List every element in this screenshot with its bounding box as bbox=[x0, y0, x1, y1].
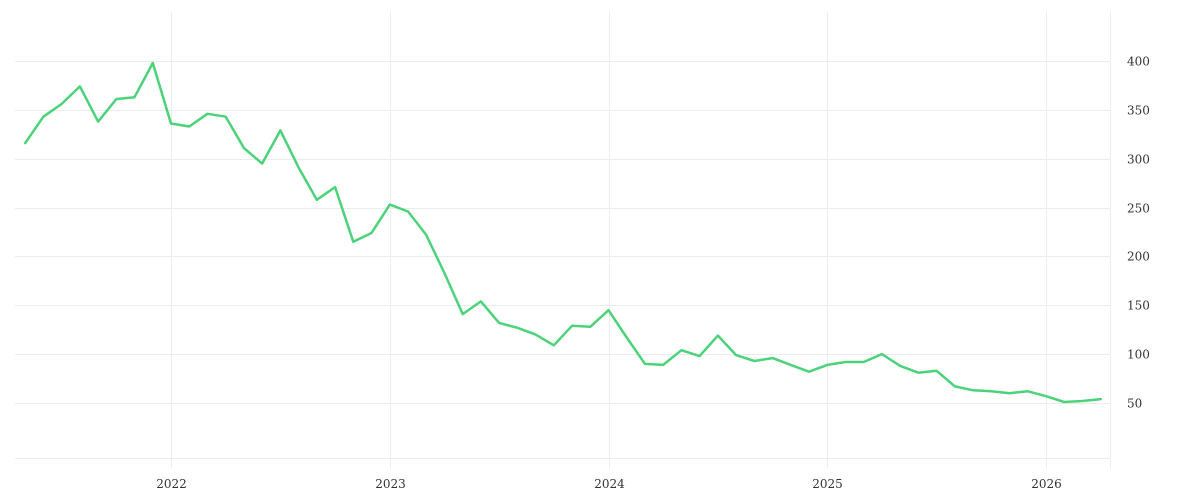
x-tick-label: 2025 bbox=[812, 477, 843, 491]
y-tick-label: 300 bbox=[1127, 153, 1150, 167]
y-tick-label: 350 bbox=[1127, 104, 1150, 118]
y-axis-labels: 50 100 150 200 250 300 350 400 bbox=[1127, 55, 1150, 411]
x-tick-label: 2022 bbox=[156, 477, 187, 491]
y-tick-label: 100 bbox=[1127, 348, 1150, 362]
y-tick-label: 50 bbox=[1127, 397, 1142, 411]
series-line bbox=[23, 61, 1102, 404]
y-tick-label: 400 bbox=[1127, 55, 1150, 69]
x-tick-label: 2026 bbox=[1031, 477, 1062, 491]
y-tick-label: 250 bbox=[1127, 202, 1150, 216]
x-axis-labels: 2022 2023 2024 2025 2026 bbox=[156, 477, 1062, 491]
y-tick-label: 200 bbox=[1127, 250, 1150, 264]
x-tick-label: 2024 bbox=[594, 477, 625, 491]
y-tick-label: 150 bbox=[1127, 299, 1150, 313]
y-gridlines bbox=[15, 61, 1110, 404]
x-gridlines bbox=[171, 12, 1047, 468]
x-tick-label: 2023 bbox=[375, 477, 406, 491]
